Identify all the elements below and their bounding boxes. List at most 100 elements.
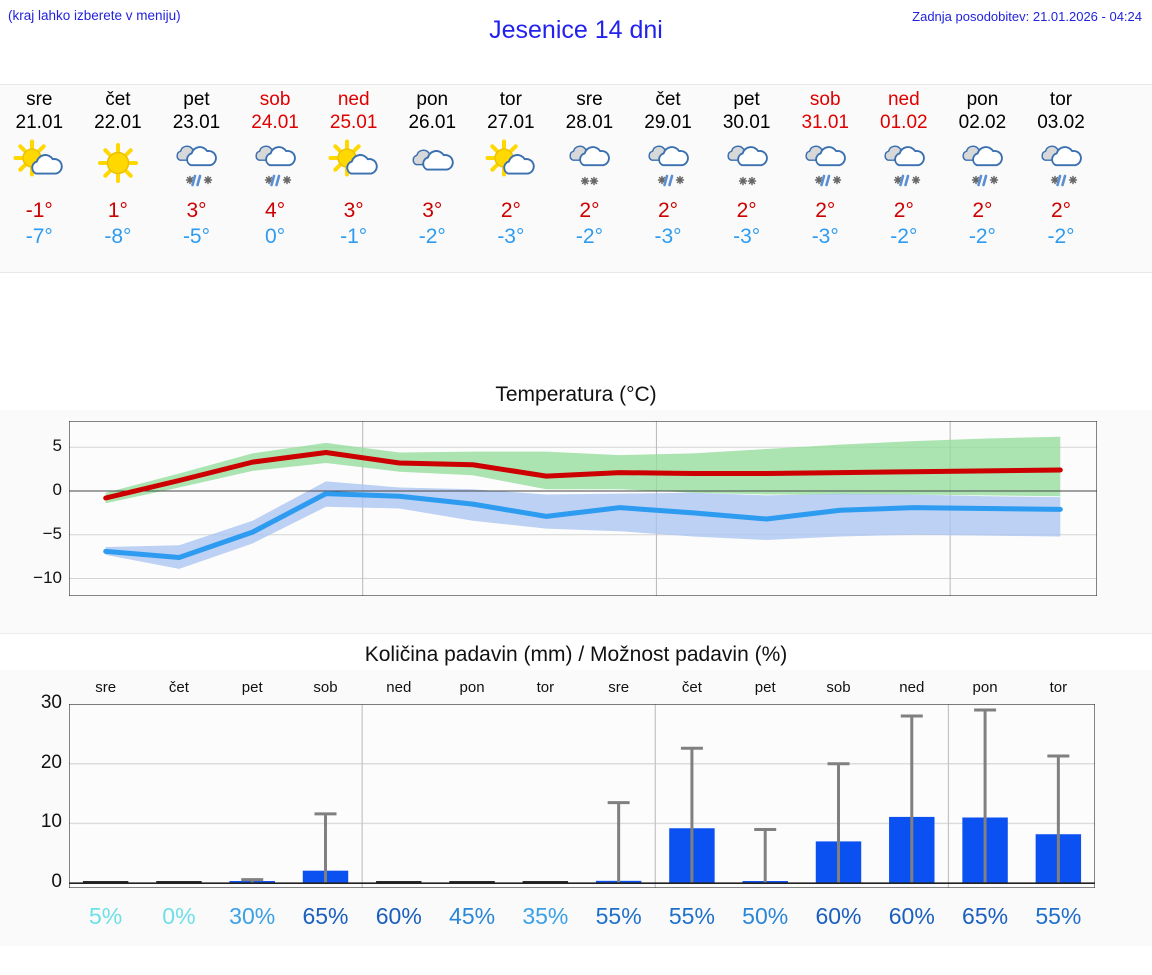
- day-max-temp: 2°: [1050, 199, 1072, 222]
- precipitation-day-label: pet: [754, 679, 776, 696]
- precipitation-probability: 55%: [668, 903, 715, 929]
- temperature-y-tick: −10: [33, 567, 62, 587]
- last-update-label: Zadnja posodobitev: 21.01.2026 - 04:24: [912, 9, 1142, 24]
- day-min-temp: -3°: [733, 225, 761, 248]
- day-of-week-label: čet: [655, 89, 681, 110]
- day-max-temp: 1°: [107, 199, 128, 222]
- day-column[interactable]: ned 01.02 2° -2°: [865, 85, 944, 272]
- cloud-snow-icon: [719, 136, 775, 194]
- cloud-icon: [404, 136, 460, 194]
- day-min-temp: -3°: [497, 225, 525, 248]
- day-column[interactable]: sob 31.01 2° -3°: [786, 85, 865, 272]
- page-header: (kraj lahko izberete v meniju) Jesenice …: [0, 0, 1152, 62]
- precipitation-probability: 5%: [89, 903, 123, 929]
- day-max-temp: 2°: [658, 199, 679, 222]
- daily-forecast-strip: sre 21.01 -1° -7° čet 22.01 1° -8° pet 23.01 3° -…: [0, 84, 1152, 273]
- day-min-temp: -2°: [575, 225, 603, 248]
- day-column[interactable]: čet 22.01 1° -8°: [79, 85, 158, 272]
- precipitation-plot: [69, 704, 1095, 888]
- day-max-temp: 4°: [265, 199, 286, 222]
- precipitation-probability: 55%: [1035, 903, 1082, 929]
- day-min-temp: 0°: [265, 225, 286, 248]
- day-min-temp: -8°: [104, 225, 132, 248]
- sun-cloud-icon: [326, 136, 382, 194]
- temperature-chart-title: Temperatura (°C): [0, 380, 1152, 410]
- day-max-temp: 3°: [343, 199, 364, 222]
- precipitation-probability: 65%: [302, 903, 349, 929]
- page-title: Jesenice 14 dni: [489, 16, 663, 44]
- cloud-snow-icon: [561, 136, 617, 194]
- day-date-label: 02.02: [958, 112, 1007, 133]
- day-date-label: 25.01: [329, 112, 378, 133]
- day-max-temp: 2°: [500, 199, 521, 222]
- day-column[interactable]: pon 02.02 2° -2°: [943, 85, 1022, 272]
- day-max-temp: 3°: [186, 199, 207, 222]
- cloud-rain-snow-icon: [168, 136, 224, 194]
- precipitation-y-tick: 0: [51, 871, 62, 893]
- precipitation-day-label: sre: [95, 679, 117, 696]
- cloud-rain-snow-icon: [1033, 136, 1089, 194]
- precipitation-probability: 45%: [449, 903, 496, 929]
- day-max-temp: 2°: [893, 199, 914, 222]
- day-max-temp: 3°: [422, 199, 443, 222]
- day-column[interactable]: sre 21.01 -1° -7°: [0, 85, 79, 272]
- temperature-y-tick: −5: [42, 523, 62, 543]
- precipitation-probability: 30%: [229, 903, 276, 929]
- day-min-temp: -3°: [811, 225, 839, 248]
- precipitation-probability: 65%: [962, 903, 1009, 929]
- cloud-rain-snow-icon: [876, 136, 932, 194]
- day-column[interactable]: pet 30.01 2° -3°: [707, 85, 786, 272]
- precipitation-day-label: ned: [899, 679, 925, 696]
- day-column[interactable]: čet 29.01 2° -3°: [629, 85, 708, 272]
- day-of-week-label: pet: [183, 89, 210, 110]
- precipitation-day-label: sob: [313, 679, 338, 696]
- temperature-y-tick: 0: [52, 480, 62, 499]
- day-date-label: 31.01: [801, 112, 849, 133]
- sun-cloud-icon: [483, 136, 539, 194]
- day-column[interactable]: tor 27.01 2° -3°: [472, 85, 551, 272]
- day-column[interactable]: ned 25.01 3° -1°: [314, 85, 393, 272]
- day-min-temp: -7°: [25, 225, 53, 248]
- precipitation-day-label: sob: [826, 679, 851, 696]
- day-column[interactable]: pet 23.01 3° -5°: [157, 85, 236, 272]
- day-of-week-label: tor: [1049, 89, 1073, 110]
- precipitation-day-label: pon: [972, 679, 998, 696]
- day-column[interactable]: sob 24.01 4° 0°: [236, 85, 315, 272]
- cloud-rain-snow-icon: [797, 136, 853, 194]
- day-min-temp: -5°: [182, 225, 211, 248]
- day-max-temp: 2°: [972, 199, 993, 222]
- day-date-label: 21.01: [15, 112, 64, 133]
- day-date-label: 27.01: [487, 112, 535, 133]
- precipitation-day-label: čet: [681, 679, 702, 696]
- day-max-temp: 2°: [815, 199, 836, 222]
- precipitation-day-label: pet: [241, 679, 263, 696]
- day-date-label: 30.01: [722, 112, 771, 133]
- day-date-label: 03.02: [1037, 112, 1085, 133]
- precipitation-chart-title: Količina padavin (mm) / Možnost padavin …: [0, 640, 1152, 670]
- day-date-label: 01.02: [880, 112, 928, 133]
- day-of-week-label: pon: [416, 89, 449, 110]
- temperature-chart-panel: Temperatura (°C) 50−5−10 © vreme.us & vr…: [0, 380, 1152, 864]
- day-date-label: 26.01: [408, 112, 457, 133]
- precipitation-probability: 0%: [162, 903, 196, 929]
- precipitation-probability: 60%: [815, 903, 862, 929]
- day-column[interactable]: pon 26.01 3° -2°: [393, 85, 472, 272]
- precipitation-day-label: sre: [608, 679, 630, 696]
- precipitation-y-tick: 10: [40, 811, 62, 833]
- day-column[interactable]: sre 28.01 2° -2°: [550, 85, 629, 272]
- precipitation-day-label: ned: [386, 679, 412, 696]
- day-column[interactable]: tor 03.02 2° -2°: [1022, 85, 1101, 272]
- day-of-week-label: sre: [26, 89, 53, 110]
- day-of-week-label: pon: [966, 89, 999, 110]
- day-max-temp: 2°: [736, 199, 757, 222]
- day-of-week-label: čet: [105, 89, 131, 110]
- menu-hint-label: (kraj lahko izberete v meniju): [8, 8, 181, 23]
- day-of-week-label: ned: [887, 89, 920, 110]
- day-min-temp: -2°: [418, 225, 446, 248]
- sun-icon: [90, 136, 146, 194]
- precipitation-probability: 55%: [595, 903, 642, 929]
- day-date-label: 23.01: [172, 112, 221, 133]
- precipitation-probability: 50%: [742, 903, 789, 929]
- day-of-week-label: ned: [337, 89, 370, 110]
- precipitation-probability: 60%: [375, 903, 422, 929]
